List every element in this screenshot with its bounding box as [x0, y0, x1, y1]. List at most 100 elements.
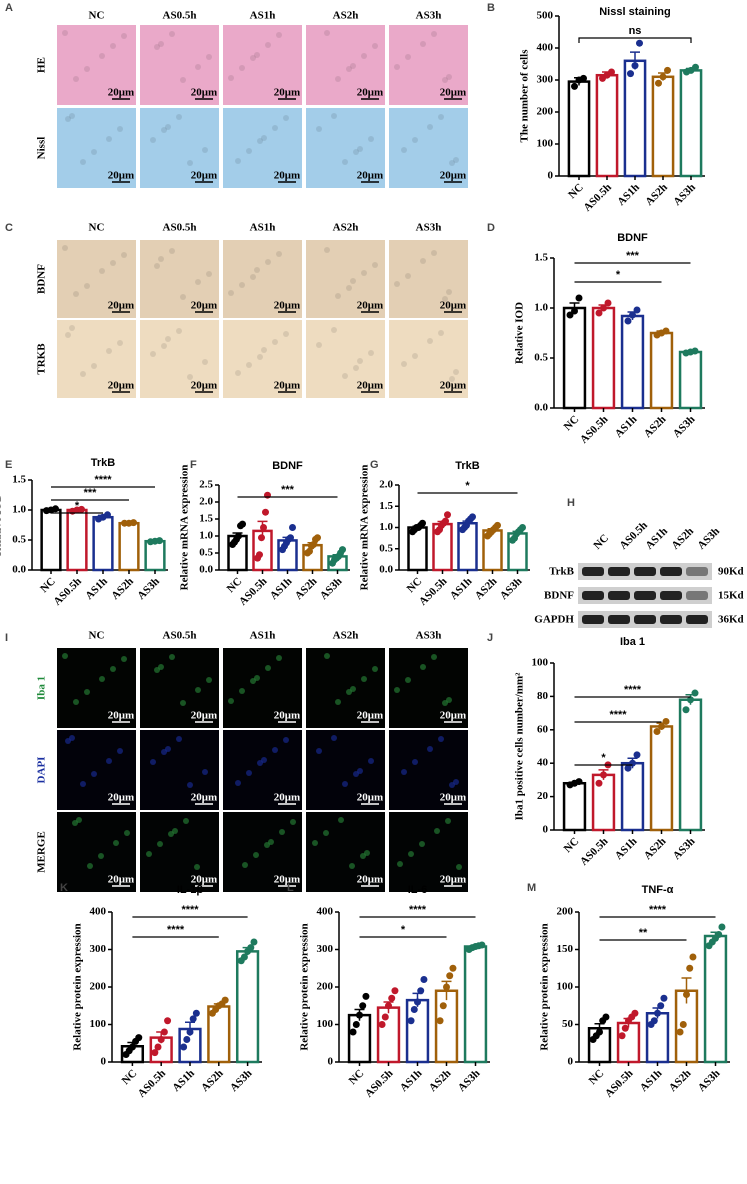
- significance-label: ***: [84, 487, 98, 499]
- bar: [678, 698, 703, 832]
- y-tick-label: 200: [557, 906, 574, 918]
- band: [660, 591, 682, 600]
- micrograph: [140, 812, 219, 892]
- texture: [62, 653, 68, 659]
- micrograph: [389, 320, 468, 398]
- texture: [316, 126, 322, 132]
- texture: [361, 270, 367, 276]
- texture: [206, 54, 212, 60]
- y-axis-label: Relative IOD: [0, 494, 4, 556]
- y-tick-label: 1.0: [534, 302, 548, 314]
- data-point: [407, 1017, 415, 1025]
- x-tick-label: AS0.5h: [603, 1067, 635, 1099]
- texture: [361, 53, 367, 59]
- chart-title: IL-6: [408, 884, 428, 896]
- y-tick-label: 200: [90, 981, 107, 993]
- texture: [438, 114, 444, 120]
- texture: [279, 829, 285, 835]
- texture: [335, 699, 341, 705]
- micrograph: [223, 25, 302, 105]
- data-point: [260, 524, 267, 531]
- y-tick-label: 1.5: [379, 500, 393, 512]
- column-header: NC: [89, 10, 105, 22]
- data-point: [624, 317, 632, 325]
- data-point: [519, 524, 526, 531]
- micrograph: [389, 108, 468, 188]
- data-point: [478, 941, 486, 949]
- texture: [272, 339, 278, 345]
- texture: [106, 348, 112, 354]
- x-tick-label: AS2h: [199, 1067, 226, 1094]
- texture: [106, 136, 112, 142]
- texture: [324, 653, 330, 659]
- x-tick-label: NC: [562, 413, 582, 433]
- chart-title: Iba 1: [620, 636, 645, 648]
- texture: [161, 343, 167, 349]
- data-point: [659, 73, 667, 81]
- data-point: [446, 972, 454, 980]
- panel-letter: G: [370, 459, 379, 471]
- data-point: [239, 520, 246, 528]
- texture: [121, 252, 127, 258]
- texture: [62, 30, 68, 36]
- y-tick-label: 0: [328, 1056, 334, 1068]
- micrograph: [57, 25, 136, 105]
- row-label: TRKB: [36, 343, 48, 375]
- data-point: [686, 964, 694, 972]
- scale-label: 20μm: [191, 170, 217, 182]
- micrograph: [306, 240, 385, 318]
- texture: [350, 278, 356, 284]
- texture: [276, 655, 282, 661]
- texture: [169, 654, 175, 660]
- column-header: NC: [89, 222, 105, 234]
- texture: [265, 42, 271, 48]
- chart-title: IL-1β: [177, 884, 204, 896]
- texture: [242, 862, 248, 868]
- texture: [261, 347, 267, 353]
- texture: [169, 248, 175, 254]
- texture: [69, 325, 75, 331]
- y-tick-label: 150: [557, 943, 574, 955]
- texture: [265, 259, 271, 265]
- scale-label: 20μm: [440, 874, 466, 886]
- texture: [110, 666, 116, 672]
- band: [634, 615, 656, 624]
- texture: [110, 43, 116, 49]
- data-point: [662, 717, 670, 725]
- significance-label: ****: [624, 684, 642, 696]
- texture: [165, 336, 171, 342]
- texture: [158, 41, 164, 47]
- texture: [323, 830, 329, 836]
- significance-label: *: [465, 480, 470, 492]
- scale-label: 20μm: [274, 87, 300, 99]
- band-name: BDNF: [544, 590, 574, 602]
- texture: [405, 677, 411, 683]
- texture: [324, 30, 330, 36]
- texture: [91, 363, 97, 369]
- y-tick-label: 300: [537, 74, 554, 86]
- texture: [183, 818, 189, 824]
- data-point: [469, 513, 476, 521]
- texture: [176, 328, 182, 334]
- bar: [649, 331, 674, 410]
- data-point: [618, 1032, 626, 1040]
- bar: [463, 945, 488, 1064]
- y-tick-label: 0.0: [379, 564, 393, 576]
- texture: [397, 861, 403, 867]
- panel-letter: I: [5, 632, 8, 644]
- texture: [276, 32, 282, 38]
- data-point: [657, 1002, 665, 1010]
- band: [686, 615, 708, 624]
- data-point: [439, 1002, 447, 1010]
- y-tick-label: 0.0: [12, 564, 26, 576]
- data-point: [571, 307, 578, 315]
- texture: [446, 289, 452, 295]
- texture: [401, 147, 407, 153]
- texture: [65, 116, 71, 122]
- x-tick-label: NC: [587, 1067, 607, 1087]
- data-point: [631, 62, 639, 70]
- chart-title: BDNF: [272, 460, 303, 472]
- micrograph: [140, 25, 219, 105]
- texture: [283, 737, 289, 743]
